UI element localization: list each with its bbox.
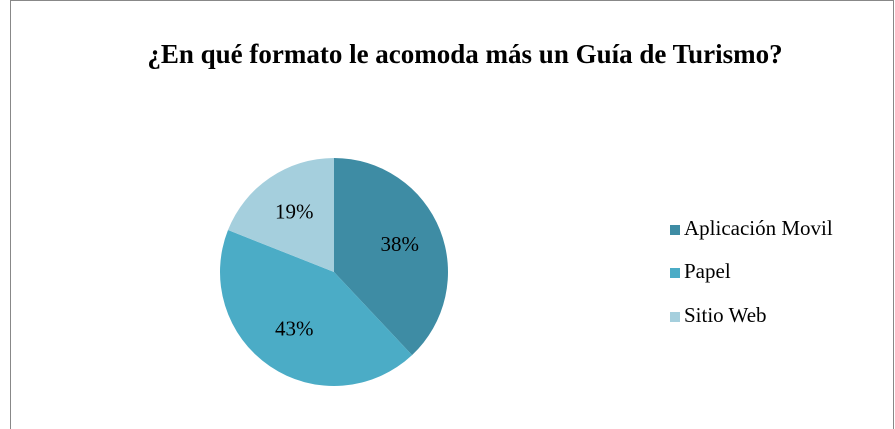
legend-swatch xyxy=(670,225,680,235)
legend-swatch xyxy=(670,268,680,278)
legend-label: Papel xyxy=(684,259,731,283)
pie-slice xyxy=(220,230,413,386)
legend-swatch xyxy=(670,312,680,322)
data-label: 43% xyxy=(275,316,314,340)
chart-title: ¿En qué formato le acomoda más un Guía d… xyxy=(147,39,783,69)
pie-slice xyxy=(228,158,334,272)
legend-label: Aplicación Movil xyxy=(684,216,833,240)
data-label: 19% xyxy=(275,199,314,223)
legend-label: Sitio Web xyxy=(684,303,767,327)
chart-frame xyxy=(10,0,894,429)
data-label: 38% xyxy=(380,232,419,256)
pie-slice xyxy=(334,158,448,356)
